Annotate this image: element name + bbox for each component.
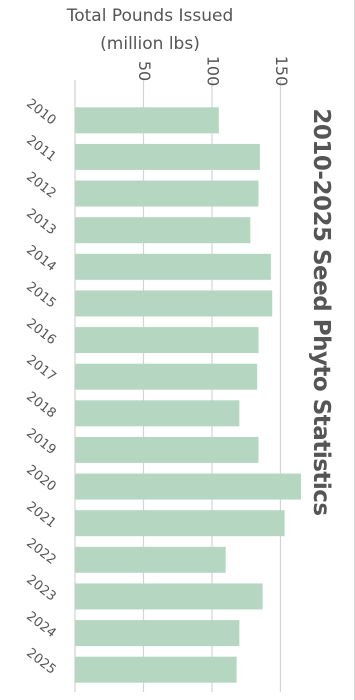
bar-2024 [75, 620, 240, 647]
bar-2012 [75, 180, 259, 207]
category-label-2021: 2021 [23, 499, 58, 531]
category-label-2017: 2017 [23, 353, 58, 385]
bar-2013 [75, 217, 251, 244]
category-label-2015: 2015 [23, 279, 58, 311]
category-label-2011: 2011 [23, 133, 58, 165]
bar-2019 [75, 436, 259, 463]
x-tick-label-50: 50 [135, 61, 154, 81]
bar-2018 [75, 400, 240, 427]
category-label-2013: 2013 [23, 206, 58, 238]
bar-2023 [75, 583, 263, 610]
x-tick-label-100: 100 [203, 56, 222, 87]
category-label-2012: 2012 [23, 169, 58, 201]
category-label-2018: 2018 [23, 389, 58, 421]
category-label-2010: 2010 [23, 96, 58, 128]
bar-2025 [75, 656, 237, 683]
bar-2021 [75, 510, 285, 537]
bar-2020 [75, 473, 301, 500]
category-label-2024: 2024 [23, 609, 58, 641]
category-label-2025: 2025 [23, 646, 58, 678]
bar-2011 [75, 143, 260, 170]
category-label-2019: 2019 [23, 426, 58, 458]
category-label-2020: 2020 [23, 462, 58, 494]
bar-2016 [75, 327, 259, 354]
category-label-2014: 2014 [23, 243, 58, 275]
chart-title: 2010-2025 Seed Phyto Statistics [308, 108, 334, 516]
category-label-2023: 2023 [23, 572, 58, 604]
bar-2010 [75, 107, 219, 134]
bar-2022 [75, 546, 226, 573]
bar-2014 [75, 253, 271, 280]
bar-2017 [75, 363, 258, 390]
bar-2015 [75, 290, 273, 317]
category-label-2016: 2016 [23, 316, 58, 348]
x-axis-label-line-2: (million lbs) [100, 34, 200, 54]
category-label-2022: 2022 [23, 536, 58, 568]
x-axis-label-line-1: Total Pounds Issued [66, 6, 234, 26]
x-tick-label-150: 150 [272, 56, 291, 87]
